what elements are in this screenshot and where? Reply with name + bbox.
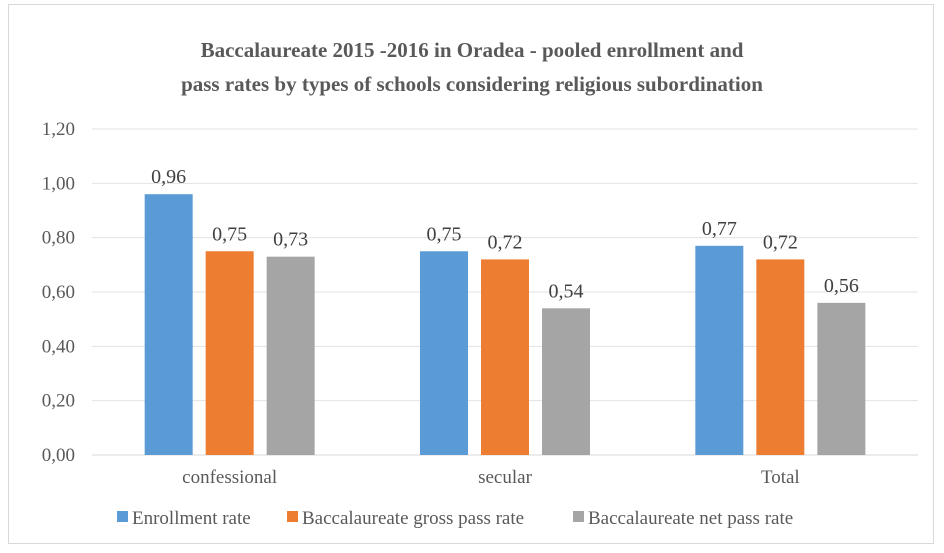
data-label: 0,96 [151,166,186,188]
chart-title-line-1: Baccalaureate 2015 -2016 in Oradea - poo… [201,38,744,62]
data-label: 0,72 [763,231,798,253]
category-label: Total [761,467,800,488]
data-label: 0,75 [427,223,462,245]
y-tick-label: 1,00 [42,173,75,194]
y-tick-label: 1,20 [42,119,75,140]
legend-swatch [573,511,584,522]
bar [542,308,590,455]
bar [695,245,744,455]
bar [481,259,529,455]
y-tick-label: 0,60 [42,282,75,303]
chart-title-line-2: pass rates by types of schools consideri… [181,72,763,96]
data-label: 0,75 [212,223,247,245]
y-axis-ticks: 0,00 0,20 0,40 0,60 0,80 1,00 1,20 [42,119,75,466]
chart-frame: Baccalaureate 2015 -2016 in Oradea - poo… [8,4,934,544]
legend-label: Baccalaureate net pass rate [588,508,793,529]
data-label: 0,73 [273,229,308,251]
bar [817,302,866,455]
data-label: 0,77 [702,218,737,240]
bar [420,251,468,455]
legend: Enrollment rate Baccalaureate gross pass … [117,508,793,529]
legend-swatch [287,511,298,522]
bar [144,194,193,455]
category-label: confessional [182,467,277,488]
y-tick-label: 0,00 [42,445,75,466]
y-tick-label: 0,80 [42,228,75,249]
bar [205,251,254,455]
legend-label: Enrollment rate [132,508,251,529]
bar [756,259,805,455]
bars [144,194,866,455]
chart-svg: Baccalaureate 2015 -2016 in Oradea - poo… [42,38,918,529]
data-label: 0,56 [824,275,859,297]
bar [266,256,315,455]
data-label: 0,72 [488,231,523,253]
legend-label: Baccalaureate gross pass rate [302,508,524,529]
y-tick-label: 0,20 [42,391,75,412]
data-label: 0,54 [549,280,584,302]
category-label: secular [478,467,532,488]
chart-title: Baccalaureate 2015 -2016 in Oradea - poo… [181,38,763,96]
x-axis-categories: confessional secular Total [182,467,800,488]
y-tick-label: 0,40 [42,336,75,357]
legend-swatch [117,511,128,522]
data-labels: 0,96 0,75 0,73 0,75 0,72 0,54 0,77 0,72 0,56 [151,166,859,302]
